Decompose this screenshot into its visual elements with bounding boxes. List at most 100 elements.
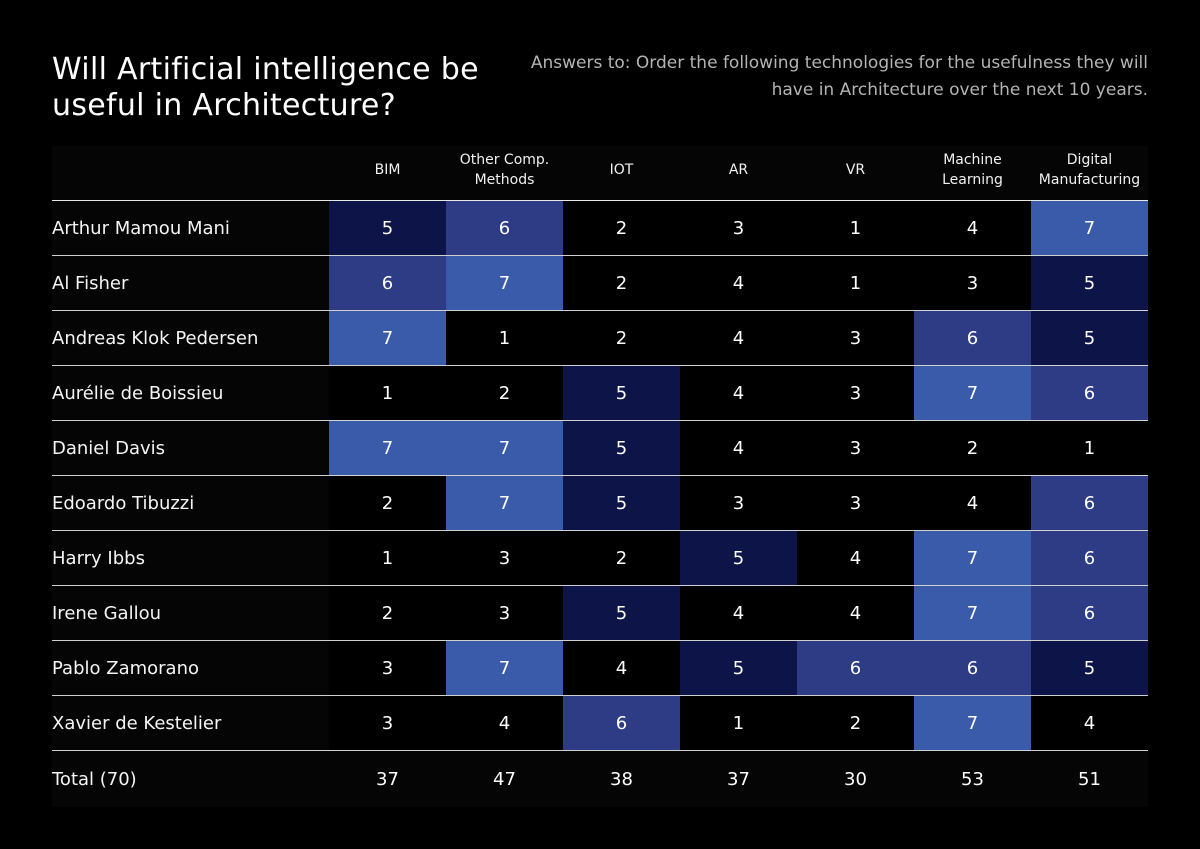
- rank-cell: 3: [797, 476, 914, 530]
- rank-cell: 2: [914, 421, 1031, 475]
- rank-cell: 6: [1031, 366, 1148, 420]
- total-cell: 38: [610, 768, 633, 790]
- rank-cell: 6: [1031, 531, 1148, 585]
- rank-cell: 7: [329, 311, 446, 365]
- rank-cell: 5: [563, 586, 680, 640]
- total-cell: 53: [961, 768, 984, 790]
- table-row: Irene Gallou 2 3 5 4 4 7 6: [52, 586, 1148, 641]
- rank-cell: 3: [797, 311, 914, 365]
- table-row: Xavier de Kestelier 3 4 6 1 2 7 4: [52, 696, 1148, 751]
- rank-cell: 4: [680, 421, 797, 475]
- row-name: Edoardo Tibuzzi: [52, 492, 195, 514]
- row-name: Pablo Zamorano: [52, 657, 199, 679]
- table-row: Al Fisher 6 7 2 4 1 3 5: [52, 256, 1148, 311]
- rank-cell: 3: [680, 476, 797, 530]
- column-header: IOT: [609, 162, 634, 178]
- column-header: Digital Manufacturing: [1038, 152, 1141, 188]
- rank-cell: 3: [914, 256, 1031, 310]
- column-header: AR: [728, 162, 749, 178]
- rank-cell: 1: [446, 311, 563, 365]
- rank-cell: 1: [797, 256, 914, 310]
- rank-cell: 6: [1031, 476, 1148, 530]
- total-row: Total (70) 37 47 38 37 30 53 51: [52, 751, 1148, 807]
- row-name: Al Fisher: [52, 272, 129, 294]
- rank-cell: 2: [563, 531, 680, 585]
- rank-cell: 1: [329, 531, 446, 585]
- table-row: Pablo Zamorano 3 7 4 5 6 6 5: [52, 641, 1148, 696]
- rank-cell: 5: [563, 421, 680, 475]
- header-corner-cell: [52, 146, 329, 200]
- row-name: Andreas Klok Pedersen: [52, 327, 259, 349]
- row-name: Aurélie de Boissieu: [52, 382, 224, 404]
- rank-cell: 7: [446, 256, 563, 310]
- rank-cell: 3: [446, 586, 563, 640]
- table-row: Andreas Klok Pedersen 7 1 2 4 3 6 5: [52, 311, 1148, 366]
- rank-cell: 7: [446, 421, 563, 475]
- rank-cell: 6: [329, 256, 446, 310]
- rank-cell: 2: [563, 201, 680, 255]
- rank-cell: 3: [680, 201, 797, 255]
- rank-cell: 2: [329, 586, 446, 640]
- rank-cell: 3: [446, 531, 563, 585]
- rank-cell: 4: [797, 531, 914, 585]
- rank-cell: 6: [563, 696, 680, 750]
- row-name: Irene Gallou: [52, 602, 161, 624]
- rank-cell: 7: [1031, 201, 1148, 255]
- row-name: Xavier de Kestelier: [52, 712, 222, 734]
- rank-cell: 7: [914, 366, 1031, 420]
- rank-cell: 3: [329, 696, 446, 750]
- rank-cell: 6: [914, 641, 1031, 695]
- row-name: Harry Ibbs: [52, 547, 145, 569]
- rank-cell: 4: [446, 696, 563, 750]
- total-cell: 51: [1078, 768, 1101, 790]
- rank-cell: 6: [914, 311, 1031, 365]
- row-name: Daniel Davis: [52, 437, 166, 459]
- page-title: Will Artificial intelligence be useful i…: [52, 52, 479, 123]
- rank-cell: 3: [797, 366, 914, 420]
- rank-cell: 1: [329, 366, 446, 420]
- rank-cell: 2: [563, 311, 680, 365]
- rank-cell: 5: [329, 201, 446, 255]
- rank-cell: 7: [914, 696, 1031, 750]
- table-body: Arthur Mamou Mani 5 6 2 3 1 4 7 Al Fisher 6 7 2 4 1 3 5…: [52, 201, 1148, 751]
- row-name: Arthur Mamou Mani: [52, 217, 230, 239]
- rank-cell: 1: [680, 696, 797, 750]
- rank-cell: 4: [680, 311, 797, 365]
- rank-cell: 5: [563, 476, 680, 530]
- rank-cell: 5: [680, 641, 797, 695]
- rank-cell: 2: [329, 476, 446, 530]
- rank-cell: 5: [1031, 311, 1148, 365]
- rank-cell: 4: [1031, 696, 1148, 750]
- rank-cell: 7: [446, 476, 563, 530]
- column-header: Machine Learning: [942, 152, 1003, 188]
- total-label: Total (70): [52, 768, 137, 790]
- rank-cell: 7: [914, 586, 1031, 640]
- rank-cell: 2: [446, 366, 563, 420]
- ranking-table: BIM Other Comp. Methods IOT AR VR Machin…: [52, 146, 1148, 807]
- rank-cell: 7: [914, 531, 1031, 585]
- rank-cell: 7: [446, 641, 563, 695]
- rank-cell: 4: [680, 366, 797, 420]
- rank-cell: 3: [797, 421, 914, 475]
- table-row: Harry Ibbs 1 3 2 5 4 7 6: [52, 531, 1148, 586]
- table-row: Arthur Mamou Mani 5 6 2 3 1 4 7: [52, 201, 1148, 256]
- total-cell: 30: [844, 768, 867, 790]
- rank-cell: 5: [1031, 256, 1148, 310]
- rank-cell: 4: [914, 476, 1031, 530]
- rank-cell: 4: [680, 586, 797, 640]
- rank-cell: 6: [446, 201, 563, 255]
- rank-cell: 1: [1031, 421, 1148, 475]
- table-row: Aurélie de Boissieu 1 2 5 4 3 7 6: [52, 366, 1148, 421]
- rank-cell: 4: [797, 586, 914, 640]
- subtitle: Answers to: Order the following technolo…: [530, 53, 1148, 100]
- total-cell: 37: [376, 768, 399, 790]
- rank-cell: 5: [563, 366, 680, 420]
- rank-cell: 4: [680, 256, 797, 310]
- rank-cell: 1: [797, 201, 914, 255]
- rank-cell: 2: [563, 256, 680, 310]
- rank-cell: 2: [797, 696, 914, 750]
- total-cell: 47: [493, 768, 516, 790]
- rank-cell: 6: [797, 641, 914, 695]
- rank-cell: 6: [1031, 586, 1148, 640]
- rank-cell: 3: [329, 641, 446, 695]
